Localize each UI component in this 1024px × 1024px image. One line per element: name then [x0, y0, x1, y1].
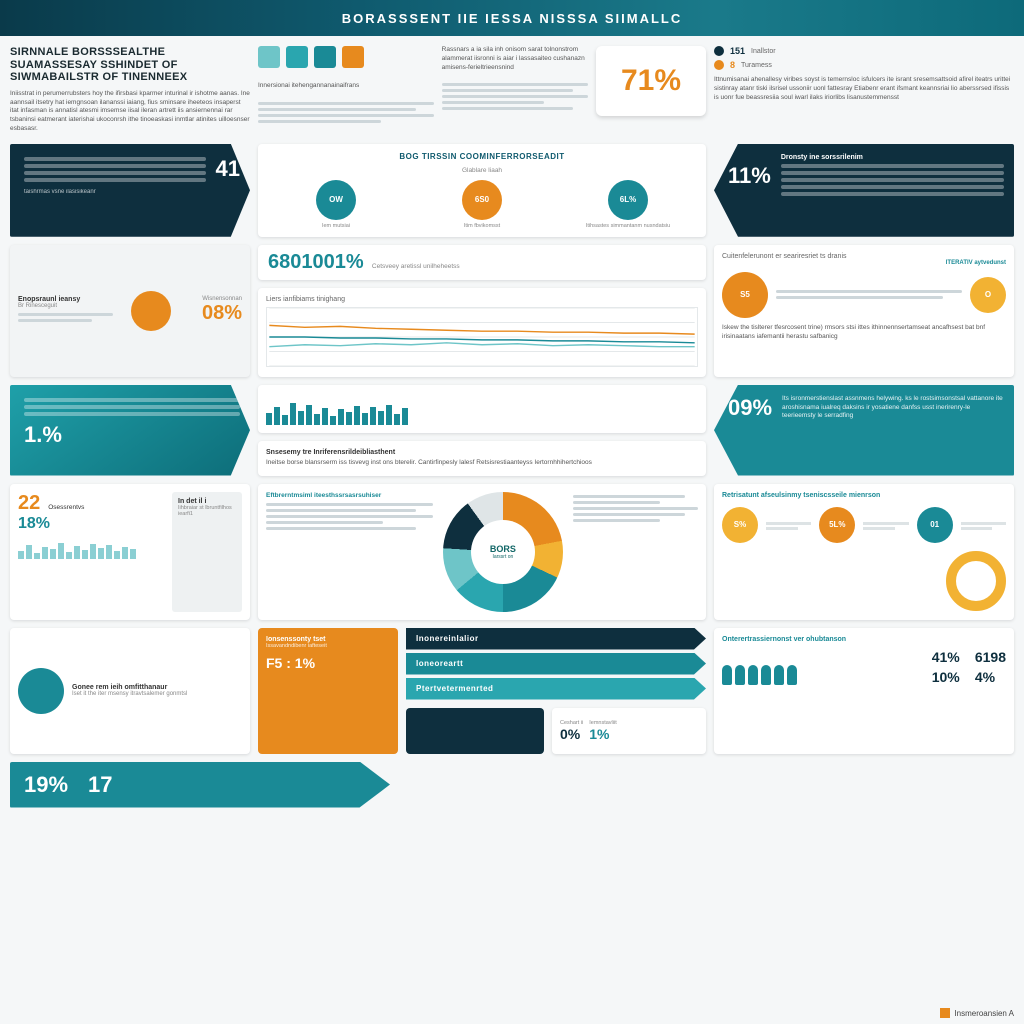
orb-icon	[131, 291, 171, 331]
header-mid: Innersionai itehengannanainaifrans Rassn…	[258, 46, 706, 134]
r2-center: 6801001% Cetsveey aretissl unilheheetss …	[258, 245, 706, 377]
donut-title: Eftbrerntmsiml iteesthssrsasrsuhiser	[266, 492, 433, 501]
r4-box-title: In det il i	[178, 498, 236, 505]
mid-filler-2	[442, 80, 588, 113]
arrow-panel-right-1: 11% Dronsty ine sorssrilenim	[714, 144, 1014, 237]
mini-icon	[314, 46, 336, 68]
banner-title: BORASSSENT IIE IESSA NISSSA SIIMALLC	[342, 11, 682, 26]
icon-row	[258, 46, 434, 68]
hero-body: Iniisstrat in perumerrubsters hoy the if…	[10, 90, 250, 134]
header-grid: SIRNNALE BORSSSEALTHE SUAMASSESAY SSHIND…	[0, 36, 1024, 144]
r1-right-title: Dronsty ine sorssrilenim	[781, 154, 1004, 161]
r2-right-card: Cuitenfelerunont er seariresriet ts dran…	[714, 245, 1014, 377]
r5-right-title: Onterertrassiernonst ver ohubtanson	[722, 636, 1006, 643]
headline-pct: 71%	[596, 46, 706, 116]
right-body: Ittnumisanai ahenallesy viribes soyst is…	[714, 76, 1014, 102]
mid-caption: Innersionai itehengannanainaifrans	[258, 82, 434, 91]
r4-sparkbars	[18, 537, 162, 559]
bottom-v2: 17	[88, 772, 112, 798]
hero-title: SIRNNALE BORSSSEALTHE SUAMASSESAY SSHIND…	[10, 46, 250, 84]
orange-sub: Issavandndibenr iafteseit	[266, 643, 390, 649]
r5-stat-grid: 41%619810%4%	[932, 649, 1006, 685]
mini-icon	[286, 46, 308, 68]
orange-value: F5 : 1%	[266, 655, 390, 671]
r4-left-card: 22 Osessrentvs 18% In det il i Iihbraiar…	[10, 484, 250, 620]
people-icons	[722, 665, 924, 685]
arrow-panel-left-1: 41 taishrmas vsne ilasisikeanr	[10, 144, 250, 237]
r5-left-title: Gonee rem ieih omfitthanaur	[72, 684, 187, 691]
mini-icon	[342, 46, 364, 68]
r3-center: Snsesemy tre Inriferensrildeibliasthent …	[258, 385, 706, 476]
r3-right-big: 09%	[728, 395, 772, 421]
r4-stat1: 22	[18, 492, 40, 515]
r5-center: InonereinlaliorIoneorearttPtertvetermenr…	[406, 628, 706, 754]
bottom-row: 19% 17	[0, 754, 400, 808]
twin-stats: Ceshart ii0%Iemnstavliit1%	[552, 708, 706, 754]
orb-2: O	[970, 277, 1006, 313]
row-3: 1.% Snsesemy tre Inriferensrildeibliasth…	[0, 377, 1024, 476]
orange-callout: Ionsenssonty tset Issavandndibenr iaftes…	[258, 628, 398, 754]
r2-legend: ITERATIV aytvedunst	[722, 260, 1006, 266]
stat-lines: 151Inallstor8Turamess	[714, 46, 1014, 70]
r2-headline-sub: Cetsveey aretissl unilheheetss	[372, 263, 460, 270]
r1-right-big: 11%	[728, 163, 771, 189]
r3-card2-body: Ineitse borse blansrserm iss tisvevg ins…	[266, 459, 698, 468]
linechart-title: Liers ianfibiams tinighang	[266, 296, 698, 303]
r3-left-big: 1.%	[24, 422, 240, 448]
header-left: SIRNNALE BORSSSEALTHE SUAMASSESAY SSHIND…	[10, 46, 250, 134]
r2-left-card: Enopsraunl ieansy Br Rinesceguit Wisnens…	[10, 245, 250, 377]
r5-right-card: Onterertrassiernonst ver ohubtanson 41%6…	[714, 628, 1014, 754]
donut-chart: BORSIarssrt on	[443, 492, 563, 612]
mid-filler	[258, 99, 434, 126]
r2-left-metric: 08%	[179, 302, 242, 325]
orb-1: S5	[722, 272, 768, 318]
bottom-arrow: 19% 17	[10, 762, 390, 808]
row-2: Enopsraunl ieansy Br Rinesceguit Wisnens…	[0, 237, 1024, 377]
ring-icon	[946, 551, 1006, 611]
r3-right-text: Its isronmerstienslast assnmens helywing…	[782, 395, 1004, 421]
r2-left-title: Enopsraunl ieansy	[18, 296, 123, 303]
spark-bars	[266, 393, 698, 425]
r4-stat1-label: Osessrentvs	[48, 504, 84, 511]
legend-label: Insmeroansien A	[954, 1009, 1014, 1018]
footer-legend: Insmeroansien A	[940, 1008, 1014, 1018]
r2-headline-value: 6801001%	[268, 251, 364, 273]
r3-right-panel: 09% Its isronmerstienslast assnmens hely…	[714, 385, 1014, 476]
row-5: Gonee rem ieih omfitthanaur Iset it the …	[0, 620, 1024, 754]
line-chart	[266, 307, 698, 367]
r1-center-sub: Glablare liaah	[266, 167, 698, 174]
r5-left-sub: Iset it the iter msensy itravtsalemer go…	[72, 691, 187, 697]
r1-center-title: BOG TIRSSIN COOMINFERRORSEADIT	[266, 152, 698, 161]
legend-swatch	[940, 1008, 950, 1018]
calc-panel	[406, 708, 544, 754]
r1-left-big: 41	[216, 156, 240, 182]
r3-left-panel: 1.%	[10, 385, 250, 476]
r2-right-footer: Iskew the tislterer tfesrcosent trine) r…	[722, 324, 1006, 342]
r4-center-card: Eftbrerntmsiml iteesthssrsasrsuhiser BOR…	[258, 484, 706, 620]
r5-left-card: Gonee rem ieih omfitthanaur Iset it the …	[10, 628, 250, 754]
r4-right-card: Retrisatunt afseulsinmy tseniscsseile mi…	[714, 484, 1014, 620]
r3-card2-title: Snsesemy tre Inriferensrildeibliasthent	[266, 449, 698, 456]
circle-icon	[18, 668, 64, 714]
orange-title: Ionsenssonty tset	[266, 636, 390, 643]
mini-icon	[258, 46, 280, 68]
bottom-v1: 19%	[24, 772, 68, 798]
row-1: 41 taishrmas vsne ilasisikeanr BOG TIRSS…	[0, 144, 1024, 237]
r1-center-card: BOG TIRSSIN COOMINFERRORSEADIT Glablare …	[258, 144, 706, 237]
r4-box-sub: Iihbraiar st lbruntfilhos iearfi1	[178, 505, 236, 517]
r4-right-title: Retrisatunt afseulsinmy tseniscsseile mi…	[722, 492, 1006, 499]
ribbon-stack: InonereinlaliorIoneorearttPtertvetermenr…	[406, 628, 706, 700]
r1-pill-row: OWIem mutsiai6S0Itim fbvikomsst6L%Itihsa…	[266, 180, 698, 229]
top-banner: BORASSSENT IIE IESSA NISSSA SIIMALLC	[0, 0, 1024, 36]
r1-left-sub: taishrmas vsne ilasisikeanr	[24, 189, 240, 195]
header-right: 151Inallstor8Turamess Ittnumisanai ahena…	[714, 46, 1014, 134]
r2-left-sub: Br Rinesceguit	[18, 303, 123, 309]
r2-right-title: Cuitenfelerunont er seariresriet ts dran…	[722, 253, 1006, 260]
row-4: 22 Osessrentvs 18% In det il i Iihbraiar…	[0, 476, 1024, 620]
mid-col2-body: Rassnars a ia sila inh onisom sarat toln…	[442, 46, 588, 72]
r4-stat2: 18%	[18, 515, 162, 533]
